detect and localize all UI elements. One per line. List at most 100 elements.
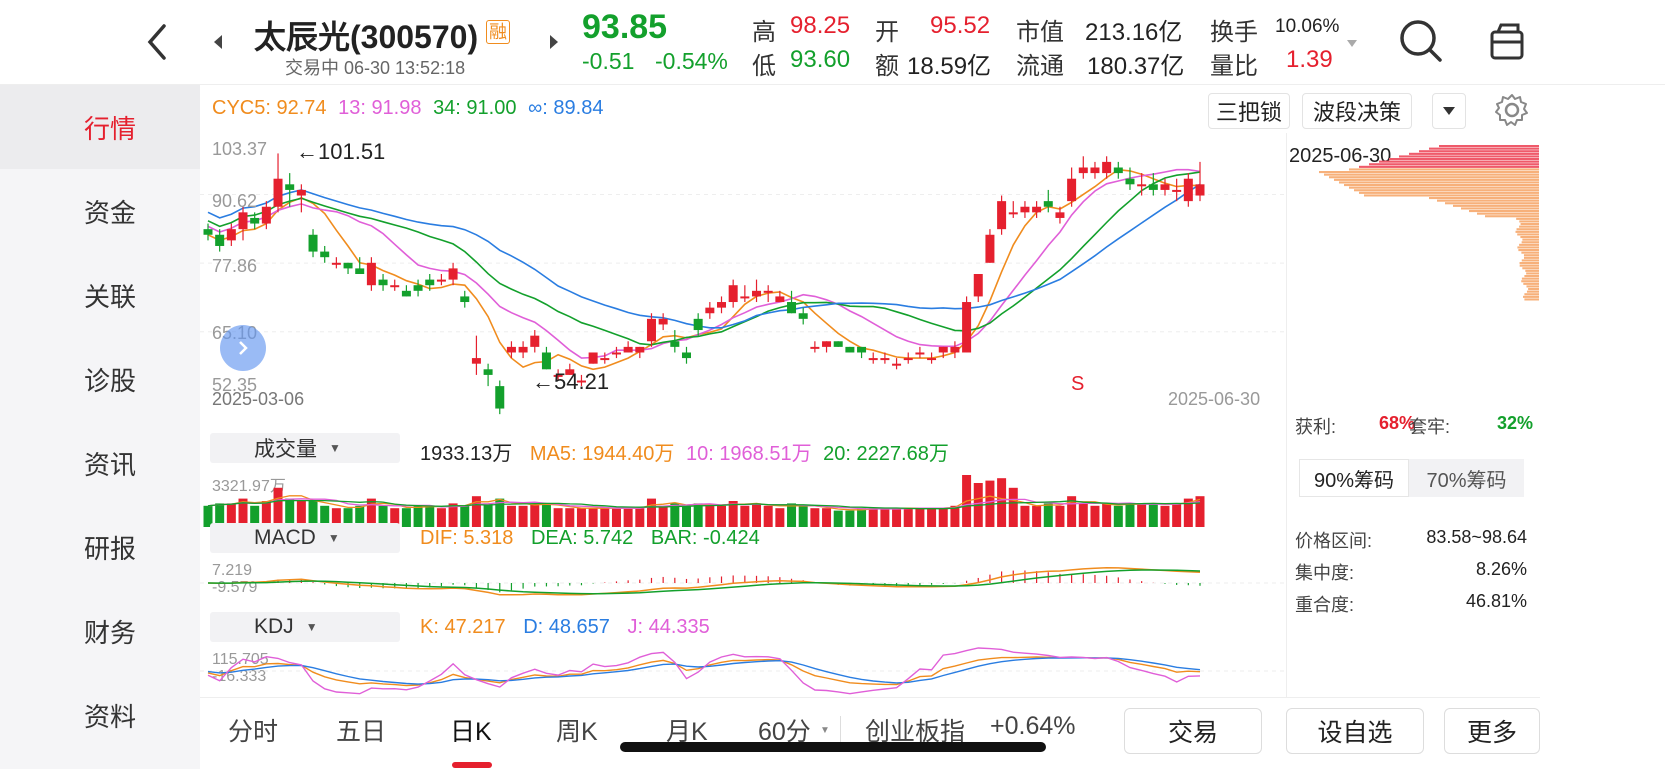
chip-bar bbox=[1469, 210, 1539, 212]
share-button[interactable] bbox=[1487, 22, 1527, 62]
chip-bar bbox=[1517, 233, 1539, 235]
macd-chart[interactable] bbox=[200, 557, 1287, 609]
low-label: 低 bbox=[752, 46, 776, 81]
kdj-selector[interactable]: KDJ ▼ bbox=[210, 612, 400, 642]
volume-bar bbox=[869, 508, 878, 527]
sidebar-item-related[interactable]: 关联 bbox=[0, 253, 200, 337]
chip-histogram bbox=[1287, 133, 1539, 423]
sidebar-item-profile[interactable]: 资料 bbox=[0, 673, 200, 757]
trade-button[interactable]: 交易 bbox=[1124, 708, 1262, 754]
sidebar-item-funds[interactable]: 资金 bbox=[0, 169, 200, 253]
candle-body bbox=[1114, 167, 1123, 173]
volume-bar bbox=[530, 503, 539, 527]
chip-bar bbox=[1520, 265, 1539, 267]
start-date: 2025-03-06 bbox=[212, 389, 304, 410]
overlap-label: 重合度: bbox=[1295, 591, 1354, 617]
candle-body bbox=[974, 274, 983, 296]
volume-chart[interactable] bbox=[200, 473, 1287, 527]
macd-dif: DIF: 5.318 bbox=[420, 527, 513, 549]
volume-bar bbox=[764, 506, 773, 527]
current-price: 93.85 bbox=[582, 8, 667, 47]
sidebar-item-diagnosis[interactable]: 诊股 bbox=[0, 337, 200, 421]
candle-body bbox=[915, 352, 924, 354]
volume-bar bbox=[484, 503, 493, 527]
turnover-label: 换手 bbox=[1210, 12, 1258, 47]
chip-bar bbox=[1461, 207, 1539, 209]
candle-body bbox=[309, 235, 318, 252]
open-value: 95.52 bbox=[930, 12, 990, 40]
expand-quote-button[interactable] bbox=[1345, 36, 1359, 48]
tab-daily-k[interactable]: 日K bbox=[450, 712, 492, 748]
chip-tab-90[interactable]: 90%筹码 bbox=[1299, 459, 1409, 497]
chip-bar bbox=[1354, 189, 1539, 191]
chip-bar bbox=[1524, 293, 1539, 295]
tab-intraday[interactable]: 分时 bbox=[228, 712, 278, 748]
candle-body bbox=[1149, 184, 1158, 190]
more-button[interactable]: 更多 bbox=[1444, 708, 1540, 754]
chip-bar bbox=[1389, 158, 1539, 160]
candle-body bbox=[600, 358, 609, 360]
tab-five-day[interactable]: 五日 bbox=[336, 712, 386, 748]
candle-body bbox=[507, 347, 516, 353]
candle-body bbox=[717, 302, 726, 308]
chip-bar bbox=[1521, 252, 1539, 254]
chip-bar bbox=[1528, 288, 1539, 290]
macd-selector[interactable]: MACD ▼ bbox=[210, 523, 400, 553]
chip-bar bbox=[1527, 291, 1539, 293]
trade-status: 交易中 06-30 13:52:18 bbox=[285, 54, 465, 80]
chip-bar bbox=[1523, 283, 1539, 285]
volume-selector[interactable]: 成交量 ▼ bbox=[210, 433, 400, 463]
candle-body bbox=[635, 347, 644, 353]
chip-bar bbox=[1520, 236, 1539, 238]
chip-bar bbox=[1522, 259, 1539, 261]
volume-bar bbox=[694, 503, 703, 527]
high-label: 高 bbox=[752, 12, 776, 47]
three-locks-button[interactable]: 三把锁 bbox=[1208, 93, 1290, 129]
candle-body bbox=[1090, 167, 1099, 173]
next-stock-button[interactable] bbox=[546, 32, 562, 52]
volume-bar bbox=[659, 506, 668, 527]
candle-body bbox=[320, 252, 329, 258]
vol-ma10: 10: 1968.51万 bbox=[686, 443, 812, 465]
candle-body bbox=[379, 280, 388, 286]
chip-bar bbox=[1519, 226, 1539, 228]
prev-stock-button[interactable] bbox=[210, 32, 226, 52]
sidebar-item-research[interactable]: 研报 bbox=[0, 505, 200, 589]
chip-bar bbox=[1429, 148, 1539, 150]
volume-bar bbox=[1125, 503, 1134, 527]
sidebar-item-quote[interactable]: 行情 bbox=[0, 85, 200, 169]
volume-selector-label: 成交量 bbox=[254, 433, 317, 463]
kdj-legend: K: 47.217 D: 48.657 J: 44.335 bbox=[420, 616, 710, 639]
add-watchlist-button[interactable]: 设自选 bbox=[1286, 708, 1424, 754]
kdj-chart[interactable] bbox=[200, 645, 1287, 697]
sidebar-item-finance[interactable]: 财务 bbox=[0, 589, 200, 673]
search-button[interactable] bbox=[1398, 18, 1444, 64]
chip-bar bbox=[1526, 285, 1539, 287]
sidebar-item-news[interactable]: 资讯 bbox=[0, 421, 200, 505]
price-axis-label: 103.37 bbox=[212, 139, 267, 160]
margin-badge: 融 bbox=[486, 20, 510, 44]
candle-body bbox=[729, 285, 738, 302]
volume-bar bbox=[425, 506, 434, 527]
back-button[interactable] bbox=[140, 20, 176, 64]
expand-chart-button[interactable] bbox=[220, 325, 266, 371]
chip-bar bbox=[1519, 244, 1539, 246]
volume-bar bbox=[647, 499, 656, 527]
sidebar-item-label: 行情 bbox=[84, 109, 136, 146]
candle-body bbox=[227, 229, 236, 240]
tab-weekly-k[interactable]: 周K bbox=[556, 712, 598, 748]
chip-tab-70[interactable]: 70%筹码 bbox=[1409, 459, 1524, 497]
chip-bar bbox=[1437, 200, 1539, 202]
volume-bar bbox=[1160, 506, 1169, 527]
kline-chart[interactable] bbox=[200, 133, 1287, 441]
volume-bar bbox=[927, 508, 936, 527]
candle-body bbox=[204, 229, 213, 235]
chip-bar bbox=[1518, 249, 1539, 251]
candle-body bbox=[904, 358, 913, 360]
volume-bar bbox=[775, 508, 784, 527]
volume-bar bbox=[1172, 503, 1181, 527]
active-tab-indicator bbox=[452, 762, 492, 768]
chip-bar bbox=[1429, 197, 1539, 199]
sidebar-item-label: 研报 bbox=[84, 529, 136, 566]
candle-body bbox=[449, 268, 458, 279]
